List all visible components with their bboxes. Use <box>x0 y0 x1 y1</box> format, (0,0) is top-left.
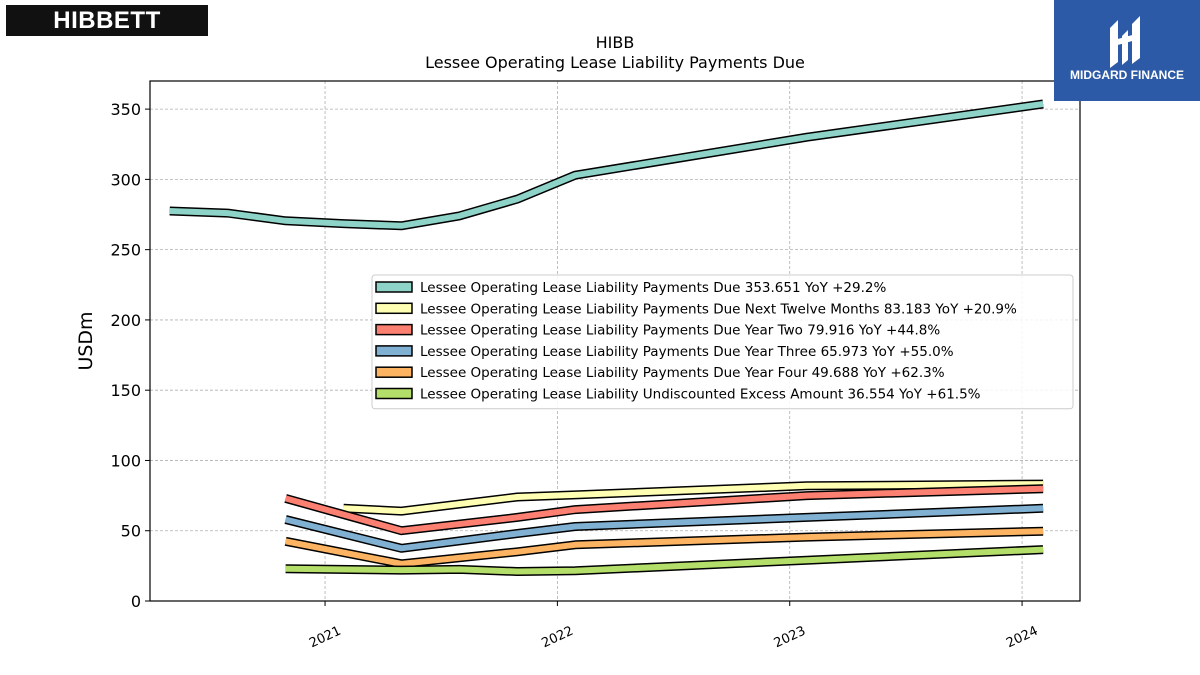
series-line <box>284 503 1044 553</box>
legend-box <box>371 274 1074 410</box>
registered-mark: ® <box>153 39 163 51</box>
series-line-fill <box>169 101 1044 229</box>
series-line-fill <box>343 481 1044 515</box>
legend: Lessee Operating Lease Liability Payment… <box>371 274 1074 410</box>
midgard-finance-logo: MIDGARD FINANCE <box>1054 0 1200 101</box>
y-tick-label: 100 <box>110 451 141 470</box>
legend-swatch <box>375 345 413 357</box>
series-line <box>284 526 1044 569</box>
x-tick-label: 2023 <box>772 624 808 652</box>
y-tick-label: 50 <box>121 522 141 541</box>
y-tick-label: 150 <box>110 381 141 400</box>
legend-label: Lessee Operating Lease Liability Payment… <box>420 365 945 381</box>
chart-subtitle: Lessee Operating Lease Liability Payment… <box>425 53 805 72</box>
series-line-fill <box>284 485 1044 534</box>
series-line <box>343 479 1044 516</box>
y-tick-label: 250 <box>110 241 141 260</box>
series-line <box>285 545 1044 576</box>
legend-swatch <box>375 281 413 293</box>
legend-swatch <box>375 302 413 315</box>
legend-label: Lessee Operating Lease Liability Payment… <box>420 344 954 360</box>
series-line-fill <box>285 528 1044 567</box>
series-line-fill <box>285 546 1044 575</box>
y-tick-label: 300 <box>110 170 141 189</box>
legend-label: Lessee Operating Lease Liability Payment… <box>420 301 1017 317</box>
x-tick-label: 2022 <box>539 624 575 652</box>
x-tick-label: 2024 <box>1004 624 1040 652</box>
legend-swatch <box>375 387 413 400</box>
legend-label: Lessee Operating Lease Liability Undisco… <box>420 387 981 403</box>
x-tick-label: 2021 <box>307 624 343 652</box>
legend-label: Lessee Operating Lease Liability Payment… <box>420 323 940 339</box>
series-line <box>284 484 1044 536</box>
legend-swatch <box>375 366 413 378</box>
chart-title: HIBB <box>596 33 635 52</box>
legend-label: Lessee Operating Lease Liability Payment… <box>420 280 886 296</box>
series-line <box>169 99 1044 231</box>
plot-frame <box>149 80 1081 602</box>
legend-swatch <box>375 323 413 336</box>
hibbett-logo-text: HIBBETT SPORTS <box>51 7 161 65</box>
midgard-logo-text: MIDGARD FINANCE <box>1070 68 1184 82</box>
series-line-fill <box>284 505 1044 552</box>
y-tick-label: 350 <box>110 100 141 119</box>
hibbett-sports-logo: HIBBETT SPORTS® <box>6 5 208 65</box>
series-group <box>169 99 1044 576</box>
y-tick-label: 200 <box>110 311 141 330</box>
midgard-logo-icon <box>1110 16 1140 68</box>
y-axis-label: USDm <box>75 311 97 370</box>
y-tick-label: 0 <box>131 592 141 611</box>
